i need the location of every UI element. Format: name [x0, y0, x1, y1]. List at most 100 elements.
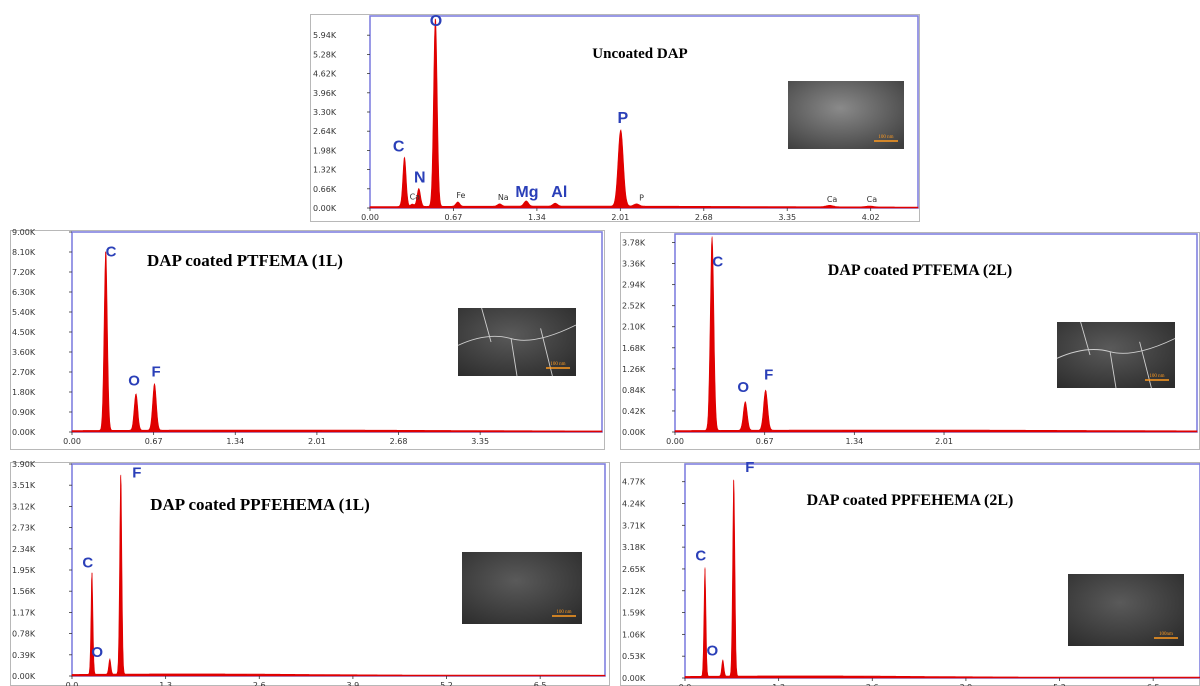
spectrum-area [674, 236, 1198, 433]
spectrum-panel-ppfehema-1l: 0.00K 0.39K 0.78K 1.17K 1.56K 1.95K 2.34K 2.73K… [10, 460, 610, 686]
y-tick-label: 4.62K [313, 70, 337, 79]
y-tick-label: 1.95K [12, 566, 36, 575]
x-tick-label: 6.5 [534, 681, 547, 686]
y-tick-label: 3.90K [12, 460, 36, 469]
y-tick-label: 0.42K [622, 407, 646, 416]
y-tick-label: 1.26K [622, 365, 646, 374]
y-tick-label: 2.52K [622, 302, 646, 311]
spectrum-panel-ptfema-2l: 0.00K 0.42K 0.84K 1.26K 1.68K 2.10K 2.52K 2.94K… [620, 232, 1200, 450]
element-label-f: F [764, 366, 773, 383]
y-tick-label: 2.64K [313, 127, 337, 136]
spectrum-panel-ppfehema-2l: 0.00K 0.53K 1.06K 1.59K 2.12K 2.65K 3.18K 3.71K… [620, 459, 1200, 686]
x-tick-label: 0.67 [145, 437, 163, 446]
x-tick-label: 2.68 [695, 213, 713, 222]
y-tick-label: 1.32K [313, 166, 337, 175]
x-tick-label: 6.5 [1147, 683, 1160, 686]
y-tick-label: 8.10K [12, 248, 36, 257]
x-tick-label: 2.01 [611, 213, 629, 222]
spectrum-area [684, 479, 1200, 679]
spectrum-area [369, 18, 919, 209]
eds-spectrum-chart: 0.00K 0.39K 0.78K 1.17K 1.56K 1.95K 2.34K 2.73K… [10, 460, 610, 686]
y-tick-label: 3.96K [313, 89, 337, 98]
y-tick-label: 1.56K [12, 587, 36, 596]
y-tick-label: 0.66K [313, 185, 337, 194]
y-tick-label: 2.65K [622, 565, 646, 574]
x-tick-label: 3.9 [960, 683, 973, 686]
element-label-na: Na [498, 193, 509, 202]
y-tick-label: 0.84K [622, 386, 646, 395]
y-tick-label: 1.80K [12, 388, 36, 397]
sem-scale-label: 100nm [1159, 632, 1173, 637]
element-label-o: O [128, 372, 140, 389]
sem-micrograph-inset [458, 308, 576, 376]
x-tick-label: 1.34 [845, 437, 863, 446]
element-label-o: O [707, 642, 719, 659]
y-tick-label: 0.53K [622, 652, 646, 661]
sem-micrograph-inset [1068, 574, 1184, 646]
y-tick-label: 5.94K [313, 31, 337, 40]
x-tick-label: 1.3 [772, 683, 785, 686]
y-tick-label: 4.24K [622, 500, 646, 509]
element-label-ca: Ca [827, 195, 838, 204]
y-tick-label: 3.18K [622, 543, 646, 552]
spectrum-panel-uncoated-dap: 0.00K 0.66K 1.32K 1.98K 2.64K 3.30K 3.96K 4.62K… [310, 13, 920, 222]
y-tick-label: 2.70K [12, 368, 36, 377]
x-tick-label: 0.67 [445, 213, 463, 222]
x-tick-label: 4.02 [862, 213, 880, 222]
element-label-o: O [430, 13, 442, 30]
x-tick-label: 1.3 [159, 681, 172, 686]
y-tick-label: 3.78K [622, 239, 646, 248]
x-tick-label: 1.34 [528, 213, 546, 222]
element-label-ca: Ca [410, 192, 421, 201]
y-tick-label: 0.00K [12, 672, 36, 681]
y-tick-label: 2.73K [12, 524, 36, 533]
sem-crack-texture [457, 307, 577, 377]
x-tick-label: 2.6 [253, 681, 266, 686]
y-tick-label: 3.12K [12, 502, 36, 511]
x-tick-label: 0.00 [361, 213, 379, 222]
y-tick-label: 3.51K [12, 481, 36, 490]
x-tick-label: 5.2 [440, 681, 453, 686]
x-tick-label: 2.68 [390, 437, 408, 446]
y-tick-label: 6.30K [12, 288, 36, 297]
y-tick-label: 2.10K [622, 323, 646, 332]
sem-scale-label: 100 nm [1149, 374, 1164, 379]
spectrum-area [71, 476, 606, 677]
element-label-f: F [132, 465, 141, 482]
y-tick-label: 1.06K [622, 630, 646, 639]
element-label-ca: Ca [867, 195, 878, 204]
element-label-c: C [712, 254, 723, 271]
element-label-f: F [151, 363, 160, 380]
element-label-p: P [617, 110, 628, 127]
spectrum-title: DAP coated PTFEMA (2L) [828, 262, 1012, 279]
element-label-f: F [745, 459, 754, 476]
eds-spectrum-chart: 0.00K 0.66K 1.32K 1.98K 2.64K 3.30K 3.96K 4.62K… [310, 13, 920, 222]
y-tick-label: 3.30K [313, 108, 337, 117]
y-tick-label: 7.20K [12, 268, 36, 277]
element-label-c: C [393, 138, 405, 155]
x-tick-label: 5.2 [1053, 683, 1066, 686]
element-label-fe: Fe [456, 191, 465, 200]
x-tick-label: 3.35 [778, 213, 796, 222]
y-tick-label: 2.12K [622, 587, 646, 596]
y-tick-label: 2.94K [622, 281, 646, 290]
element-label-mg: Mg [515, 184, 538, 201]
element-label-c: C [82, 554, 93, 571]
y-tick-label: 0.90K [12, 408, 36, 417]
y-tick-label: 4.50K [12, 328, 36, 337]
spectrum-area [71, 251, 603, 433]
y-tick-label: 0.78K [12, 630, 36, 639]
x-tick-label: 0.00 [63, 437, 81, 446]
sem-crack-texture [1056, 321, 1176, 389]
eds-spectrum-chart: 0.00K 0.42K 0.84K 1.26K 1.68K 2.10K 2.52K 2.94K… [620, 232, 1200, 450]
element-label-n: N [414, 169, 426, 186]
sem-micrograph-inset [462, 552, 582, 624]
element-label-c: C [695, 548, 706, 565]
sem-scale-label: 100 nm [556, 610, 571, 615]
y-tick-label: 5.40K [12, 308, 36, 317]
spectrum-title: DAP coated PPFEHEMA (2L) [807, 492, 1014, 509]
y-tick-label: 1.17K [12, 608, 36, 617]
y-tick-label: 0.39K [12, 651, 36, 660]
y-tick-label: 1.59K [622, 609, 646, 618]
panel-border [10, 230, 605, 450]
